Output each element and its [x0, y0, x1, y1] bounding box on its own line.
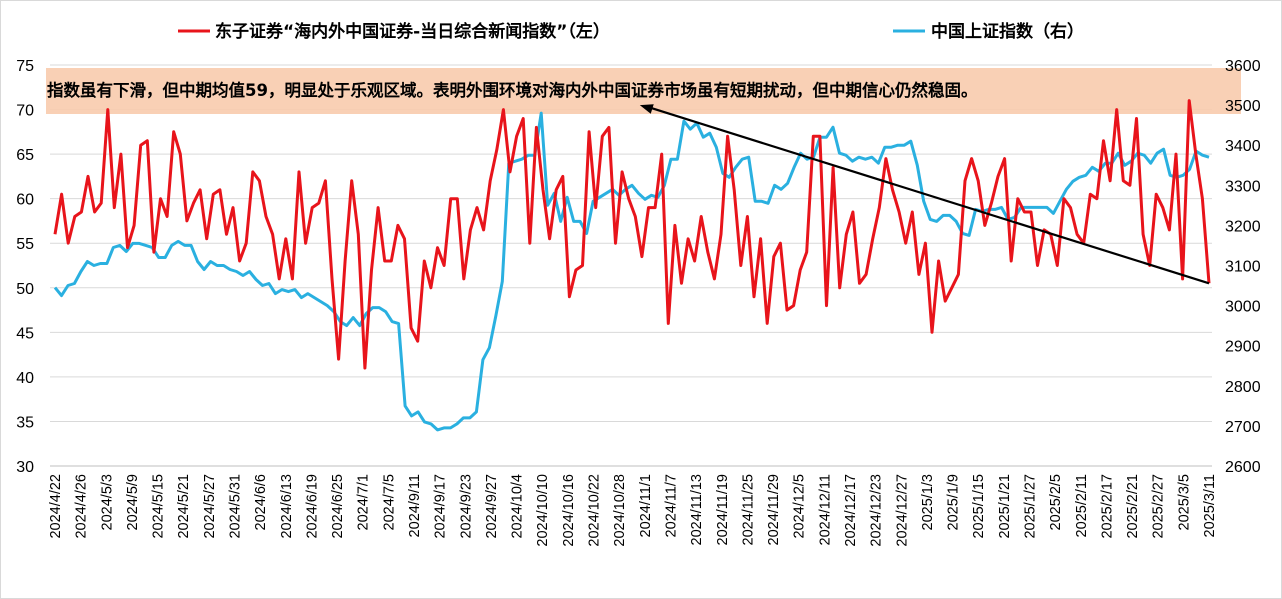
x-tick-label: 2024/11/29 [766, 474, 782, 546]
series-line-news-index [53, 99, 1211, 370]
y-left-tick-label: 40 [16, 370, 34, 387]
trend-arrow-head [639, 104, 654, 114]
x-tick-label: 2024/12/11 [817, 474, 833, 546]
x-tick-label: 2024/10/22 [587, 474, 603, 547]
x-tick-label: 2024/6/13 [279, 474, 295, 539]
y-right-tick-label: 2800 [1225, 379, 1261, 396]
y-left-tick-label: 30 [16, 459, 34, 476]
x-axis: 2024/4/22 2024/4/26 2024/5/3 2024/5/9 2024/5… [48, 465, 1218, 547]
x-tick-label: 2024/5/15 [151, 474, 167, 539]
x-tick-label: 2024/11/7 [663, 474, 679, 537]
y-right-tick-label: 2600 [1225, 459, 1261, 476]
y-right-tick-label: 3000 [1225, 299, 1261, 316]
y-left-tick-label: 55 [16, 236, 34, 253]
x-tick-label: 2024/5/27 [202, 474, 218, 539]
y-left-tick-label: 35 [16, 414, 34, 431]
x-tick-label: 2024/10/16 [561, 474, 577, 547]
x-tick-label: 2025/2/11 [1074, 474, 1090, 537]
legend-label-left: 东子证券“海内外中国证券-当日综合新闻指数”（左） [215, 21, 610, 42]
x-tick-label: 2024/6/6 [253, 474, 269, 530]
x-tick-label: 2024/4/22 [48, 474, 64, 539]
x-tick-label: 2024/11/25 [740, 474, 756, 546]
y-right-tick-label: 3600 [1225, 58, 1261, 75]
x-tick-label: 2024/10/4 [510, 474, 526, 539]
trend-arrow [639, 104, 1210, 285]
x-tick-label: 2025/1/21 [997, 474, 1013, 539]
y-right-tick-label: 3100 [1225, 259, 1261, 276]
x-tick-label: 2025/2/21 [1125, 474, 1141, 539]
x-tick-label: 2024/9/27 [484, 474, 500, 539]
x-tick-label: 2024/10/28 [612, 474, 628, 547]
y-left-tick-label: 70 [16, 103, 34, 120]
x-tick-label: 2024/5/9 [125, 474, 141, 530]
x-tick-label: 2025/1/15 [971, 474, 987, 539]
x-tick-label: 2024/12/23 [869, 474, 885, 547]
legend-label-right: 中国上证指数（右） [931, 21, 1084, 42]
x-tick-label: 2024/4/26 [74, 474, 90, 539]
legend: 东子证券“海内外中国证券-当日综合新闻指数”（左） 中国上证指数（右） [178, 21, 1084, 42]
x-tick-label: 2025/1/3 [920, 474, 936, 530]
x-tick-label: 2024/7/5 [381, 474, 397, 530]
x-tick-label: 2024/7/1 [356, 474, 372, 530]
series-lines [53, 99, 1211, 432]
y-right-tick-label: 3200 [1225, 218, 1261, 235]
x-tick-label: 2025/2/5 [1048, 474, 1064, 530]
x-tick-label: 2025/2/17 [1099, 474, 1115, 539]
x-tick-label: 2024/11/13 [689, 474, 705, 546]
y-left-tick-label: 60 [16, 192, 34, 209]
x-tick-label: 2024/11/1 [638, 474, 654, 537]
x-tick-label: 2025/2/27 [1151, 474, 1167, 539]
y-right-tick-label: 3300 [1225, 178, 1261, 195]
x-tick-label: 2024/12/27 [894, 474, 910, 547]
x-tick-label: 2024/12/5 [792, 474, 808, 539]
x-tick-label: 2024/11/19 [715, 474, 731, 546]
y-axis-right: 2600 2700 2800 2900 3000 3100 3200 3300 3400 3500… [1225, 58, 1261, 476]
y-left-tick-label: 45 [16, 325, 34, 342]
x-tick-label: 2024/12/17 [843, 474, 859, 547]
y-left-tick-label: 75 [16, 58, 34, 75]
x-tick-label: 2025/1/27 [1022, 474, 1038, 539]
x-tick-label: 2024/6/19 [304, 474, 320, 539]
x-tick-label: 2024/10/10 [535, 474, 551, 547]
y-right-tick-label: 2900 [1225, 339, 1261, 356]
trend-arrow-shaft [649, 106, 1210, 285]
x-tick-label: 2024/5/31 [228, 474, 244, 539]
y-right-tick-label: 3500 [1225, 98, 1261, 115]
y-axis-left: 30 35 40 45 50 55 60 65 70 75 [16, 58, 34, 476]
y-left-tick-label: 50 [16, 281, 34, 298]
x-tick-label: 2025/3/5 [1176, 474, 1192, 530]
x-tick-label: 2024/5/21 [176, 474, 192, 539]
x-tick-label: 2024/9/11 [407, 474, 423, 537]
x-tick-label: 2024/9/17 [433, 474, 449, 539]
y-right-tick-label: 3400 [1225, 138, 1261, 155]
x-tick-label: 2024/5/3 [99, 474, 115, 530]
x-tick-label: 2025/3/11 [1202, 474, 1218, 537]
x-tick-label: 2025/1/9 [946, 474, 962, 530]
y-left-tick-label: 65 [16, 147, 34, 164]
y-right-tick-label: 2700 [1225, 419, 1261, 436]
annotation-text: 指数虽有下滑，但中期均值59，明显处于乐观区域。表明外围环境对海内外中国证券市场… [47, 80, 977, 100]
x-tick-label: 2024/9/23 [458, 474, 474, 539]
x-tick-label: 2024/6/25 [330, 474, 346, 539]
